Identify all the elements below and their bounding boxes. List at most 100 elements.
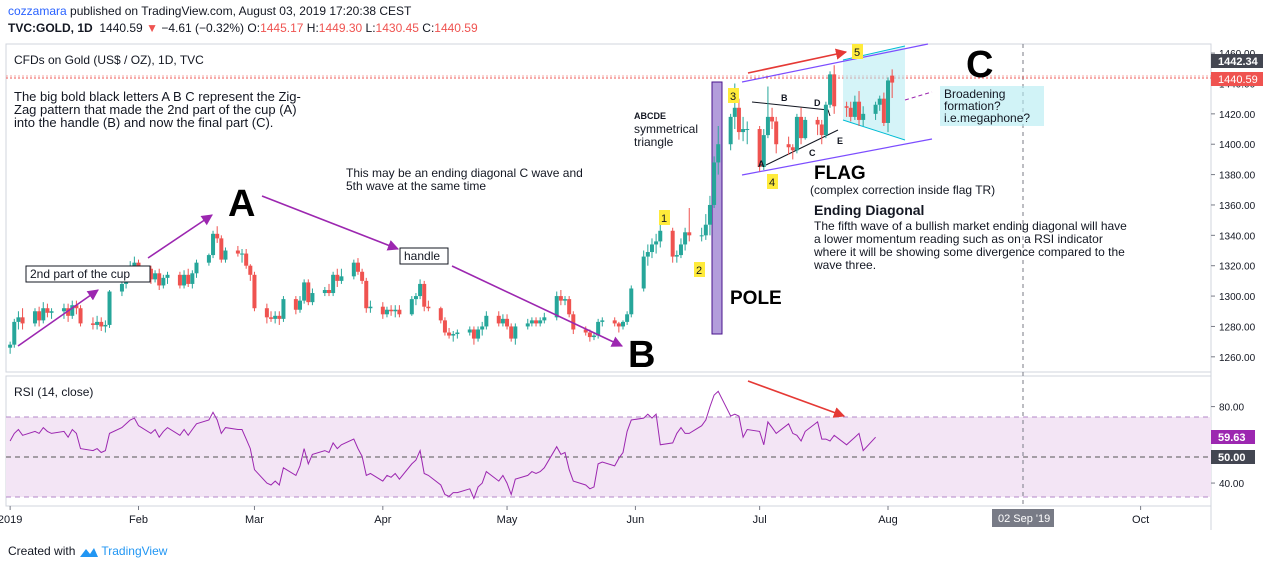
diagonal-lower-line (741, 138, 933, 176)
candle-body (99, 321, 104, 327)
candle-body (70, 305, 75, 316)
candle-body (674, 255, 679, 257)
candle (95, 315, 100, 330)
arrow-cup (17, 289, 99, 347)
candle-body (235, 250, 240, 254)
cup-label: 2nd part of the cup (30, 267, 130, 281)
candle-body (529, 320, 534, 324)
candle-body (351, 262, 356, 277)
candle-body (707, 204, 712, 225)
candle-body (616, 323, 621, 327)
candle (799, 107, 804, 145)
candle-body (728, 116, 733, 145)
candle (567, 296, 572, 318)
candle-body (886, 80, 891, 123)
candle-body (380, 306, 385, 315)
candle (828, 71, 833, 108)
candle (45, 303, 50, 318)
candle (426, 300, 431, 312)
candle-body (66, 308, 71, 316)
tri-letter-a: A (758, 159, 765, 169)
time-tick-label: Feb (129, 514, 148, 526)
ed-line-2: a lower momentum reading such as on a RS… (814, 232, 1103, 246)
wave-5-tag (852, 44, 863, 59)
price-badge-last (1211, 72, 1263, 86)
candle (119, 280, 124, 297)
candle-body (678, 244, 683, 256)
candle (707, 195, 712, 236)
candle-body (355, 262, 360, 272)
candle (269, 311, 274, 322)
candle-body (177, 274, 182, 286)
rsi-axis: 40.00 80.00 (1211, 403, 1244, 490)
candle (306, 279, 311, 306)
candle (153, 270, 158, 283)
intro-line-2: Zag pattern that made the 2nd part of th… (14, 102, 297, 117)
candle (66, 303, 71, 322)
chart-canvas[interactable]: CFDs on Gold (US$ / OZ), 1D, TVC RSI (14… (0, 40, 1274, 536)
candle (480, 321, 485, 336)
candle-body (823, 104, 828, 136)
candle-body (148, 268, 153, 280)
candle (397, 305, 402, 318)
candle (538, 317, 543, 327)
abcde-line-1: symmetrical (634, 122, 698, 136)
created-with-label: Created with (8, 544, 76, 558)
candle-body (215, 233, 220, 239)
ending-diag-note-1: This may be an ending diagonal C wave an… (346, 166, 583, 180)
candle-body (848, 107, 853, 117)
candle-body (223, 250, 228, 260)
down-arrow-icon: ▼ (146, 21, 158, 35)
candle-body (61, 308, 66, 312)
time-tick-label: May (497, 514, 518, 526)
rsi-tick-label: 40.00 (1219, 479, 1244, 490)
tri-letter-d: D (814, 98, 821, 108)
candle (857, 91, 862, 126)
candle (355, 258, 360, 275)
candle (741, 116, 746, 142)
tradingview-brand-link[interactable]: TradingView (101, 544, 168, 558)
candle (148, 265, 153, 284)
wave-3-label: 3 (730, 91, 736, 103)
candle (20, 308, 25, 330)
candle-body (629, 288, 634, 315)
time-tick-label: Mar (245, 514, 264, 526)
candle (264, 303, 269, 324)
candle-body (360, 271, 365, 281)
candle (422, 280, 427, 312)
candle-body (534, 320, 539, 324)
candle (815, 116, 820, 136)
flag-label: FLAG (814, 163, 866, 184)
candle (302, 279, 307, 304)
cup-label-box (25, 265, 151, 283)
candle (413, 293, 418, 306)
candle-body (828, 74, 833, 105)
candle (712, 156, 717, 208)
candle-body (844, 106, 849, 108)
handle-label: handle (404, 249, 440, 263)
candle-body (426, 306, 431, 309)
candle (206, 253, 211, 266)
low-value: 1430.45 (375, 21, 419, 35)
candle-body (302, 282, 307, 301)
candle (761, 129, 766, 171)
candle-body (596, 321, 601, 336)
candle-body (500, 318, 505, 324)
candle-body (49, 311, 54, 313)
red-arrow-price (747, 48, 848, 74)
author-link[interactable]: cozzamara (8, 4, 67, 18)
candle-body (542, 317, 547, 321)
candle-body (852, 101, 857, 117)
tradingview-logo-icon (80, 547, 99, 557)
tri-letter-c: C (809, 148, 816, 158)
candle (881, 92, 886, 126)
candle-body (658, 230, 663, 242)
candle (873, 101, 878, 120)
candle-body (326, 290, 331, 294)
candle (890, 69, 895, 98)
candle-body (310, 293, 315, 303)
candle (252, 271, 257, 312)
candle (658, 223, 663, 248)
candle (240, 249, 245, 263)
candle-body (244, 253, 249, 266)
